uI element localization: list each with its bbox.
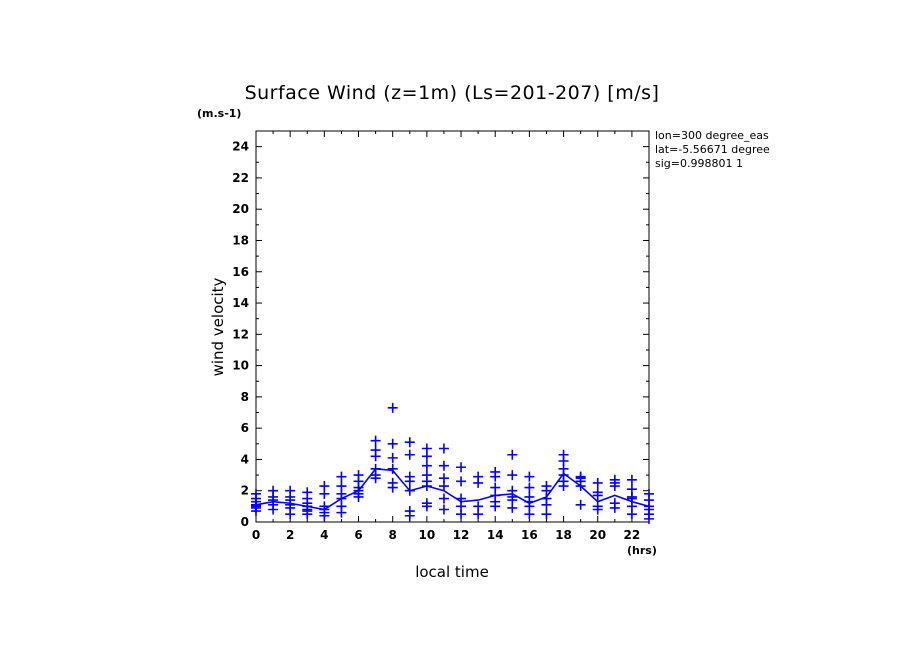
data-point xyxy=(319,488,330,499)
data-point xyxy=(592,504,603,515)
data-point xyxy=(524,509,535,520)
chart-title: Surface Wind (z=1m) (Ls=201-207) [m/s] xyxy=(245,82,660,104)
data-point xyxy=(336,507,347,518)
data-point xyxy=(490,501,501,512)
y-unit-label: (m.s-1) xyxy=(197,107,241,120)
y-tick-label: 24 xyxy=(232,140,249,154)
data-point xyxy=(473,509,484,520)
data-point xyxy=(626,509,637,520)
data-point xyxy=(251,488,261,499)
data-point xyxy=(387,402,398,413)
data-point xyxy=(592,490,603,501)
data-point xyxy=(524,482,535,493)
data-point xyxy=(421,501,432,512)
y-tick-label: 2 xyxy=(241,484,249,498)
x-unit-label: (hrs) xyxy=(627,544,657,557)
x-tick-label: 18 xyxy=(555,528,572,542)
data-point xyxy=(404,437,415,448)
data-point xyxy=(285,509,296,520)
data-point xyxy=(421,481,432,492)
x-tick-labels: 0 2 4 6 8 10 12 14 16 18 20 22 xyxy=(252,528,640,542)
data-point xyxy=(575,499,586,510)
data-point xyxy=(438,481,449,492)
data-point xyxy=(456,509,467,520)
info-lon: lon=300 degree_eas xyxy=(655,129,769,142)
data-point xyxy=(438,504,449,515)
data-point xyxy=(302,509,313,520)
y-axis-label: wind velocity xyxy=(209,277,227,376)
y-tick-label: 22 xyxy=(232,171,249,185)
data-point xyxy=(507,449,518,460)
data-point xyxy=(575,481,586,492)
data-point xyxy=(438,443,449,454)
y-tick-label: 12 xyxy=(232,327,249,341)
data-point xyxy=(387,438,398,449)
x-tick-label: 22 xyxy=(624,528,641,542)
data-point xyxy=(473,477,484,488)
data-point xyxy=(404,476,415,487)
x-tick-label: 0 xyxy=(252,528,260,542)
x-tick-label: 6 xyxy=(354,528,362,542)
info-block: lon=300 degree_eas lat=-5.56671 degree s… xyxy=(655,129,770,170)
data-point xyxy=(268,504,279,515)
data-point xyxy=(251,502,261,513)
y-tick-label: 4 xyxy=(241,452,249,466)
x-tick-label: 10 xyxy=(419,528,436,542)
y-tick-label: 18 xyxy=(232,233,249,247)
data-point xyxy=(404,510,415,521)
data-point xyxy=(609,502,620,513)
data-point xyxy=(541,499,552,510)
data-point xyxy=(524,471,535,482)
y-tick-label: 14 xyxy=(232,296,249,310)
data-point xyxy=(421,451,432,462)
data-point xyxy=(507,502,518,513)
data-point xyxy=(421,460,432,471)
x-tick-label: 12 xyxy=(453,528,470,542)
y-tick-label: 20 xyxy=(232,202,249,216)
data-point xyxy=(609,481,620,492)
x-tick-label: 8 xyxy=(389,528,397,542)
data-point xyxy=(370,435,381,446)
data-point xyxy=(319,510,330,521)
data-point xyxy=(490,471,501,482)
y-tick-label: 8 xyxy=(241,390,249,404)
data-point xyxy=(404,485,415,496)
data-point xyxy=(541,509,552,520)
data-point xyxy=(644,513,654,524)
data-point xyxy=(336,471,347,482)
axis-ticks xyxy=(255,131,649,523)
data-point xyxy=(456,476,467,487)
data-point xyxy=(387,482,398,493)
data-point xyxy=(353,491,364,502)
x-tick-label: 14 xyxy=(487,528,504,542)
data-point xyxy=(456,462,467,473)
data-point xyxy=(507,470,518,481)
x-tick-label: 2 xyxy=(286,528,294,542)
data-series xyxy=(251,402,654,524)
data-point xyxy=(438,493,449,504)
plot-frame xyxy=(255,130,650,523)
y-tick-label: 0 xyxy=(241,515,249,529)
info-sig: sig=0.998801 1 xyxy=(655,157,743,170)
info-lat: lat=-5.56671 degree xyxy=(655,143,770,156)
y-tick-label: 6 xyxy=(241,421,249,435)
y-tick-label: 10 xyxy=(232,359,249,373)
data-point xyxy=(626,474,637,485)
data-point xyxy=(438,460,449,471)
data-point xyxy=(404,449,415,460)
data-point xyxy=(387,452,398,463)
x-tick-label: 4 xyxy=(320,528,328,542)
data-point xyxy=(558,481,569,492)
x-tick-label: 16 xyxy=(521,528,538,542)
x-tick-label: 20 xyxy=(589,528,606,542)
y-tick-label: 16 xyxy=(232,265,249,279)
data-point xyxy=(370,473,381,484)
data-point xyxy=(592,477,603,488)
data-point xyxy=(387,463,398,474)
x-axis-label: local time xyxy=(415,563,489,581)
data-point xyxy=(370,451,381,462)
mean-line xyxy=(255,467,650,511)
